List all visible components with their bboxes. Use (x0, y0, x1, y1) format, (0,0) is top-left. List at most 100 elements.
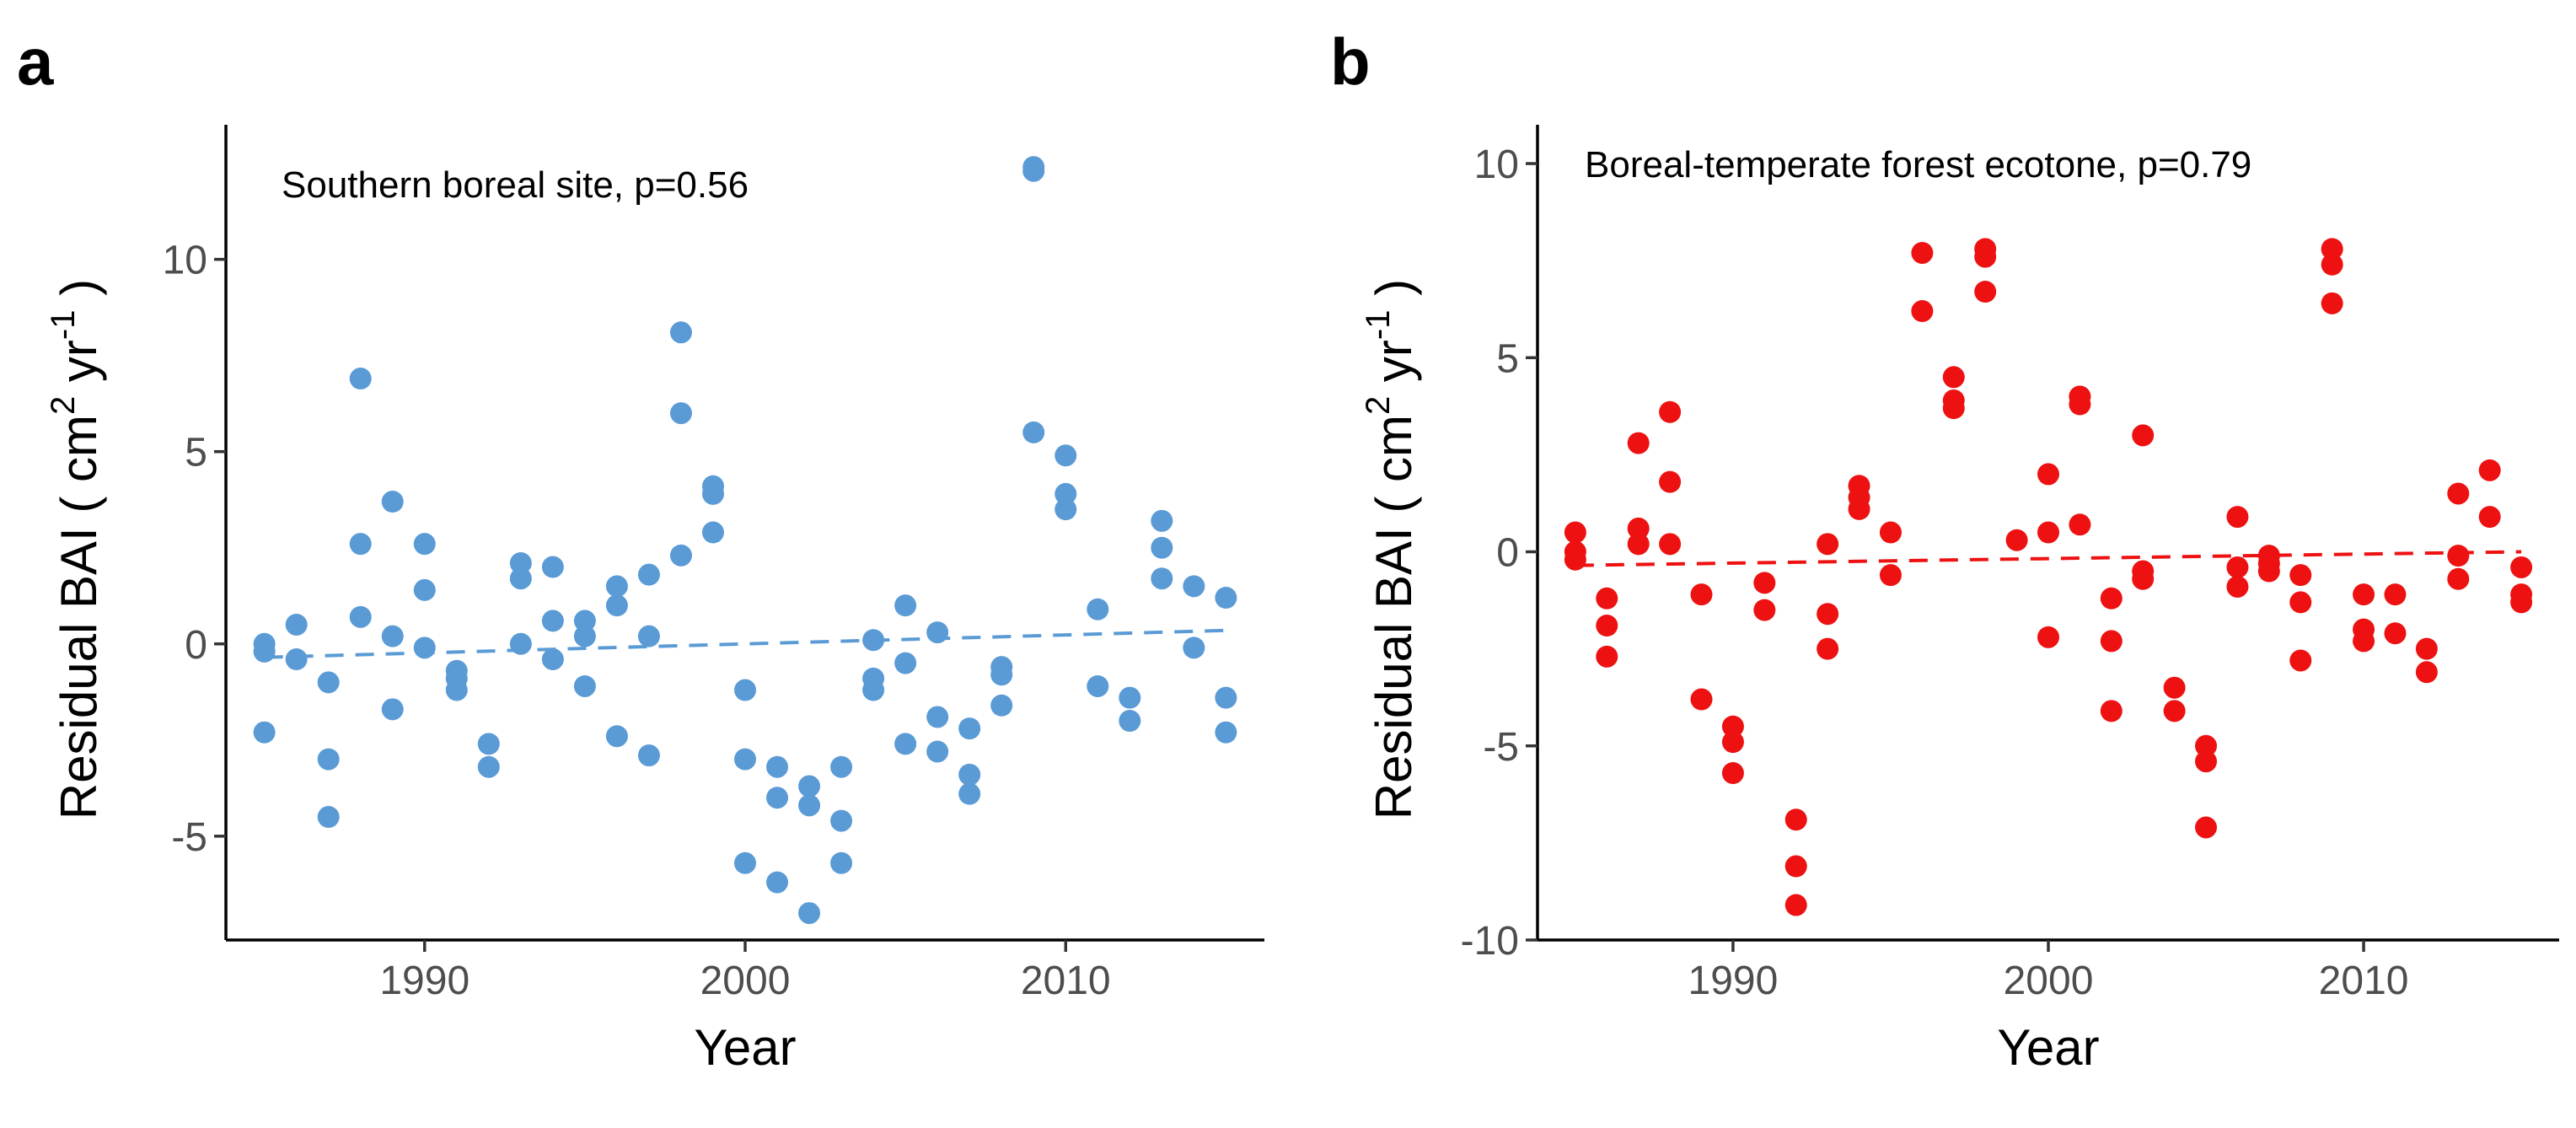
panel-b-annotation: Boreal-temperate forest ecotone, p=0.79 (1585, 144, 2251, 185)
panel-a-data-point (381, 625, 404, 647)
panel-a-data-point (958, 717, 981, 740)
panel-a-data-point (349, 533, 372, 556)
panel-a-data-point (509, 567, 532, 590)
panel-a-data-point (573, 674, 596, 697)
panel-a-data-point (701, 521, 724, 544)
panel-a-letter: a (17, 24, 54, 99)
panel-a-data-point (830, 809, 853, 832)
panel-a-data-point (317, 806, 340, 829)
panel-b-data-point (1942, 397, 1965, 420)
panel-a-data-point (734, 748, 756, 771)
panel-a-data-point (413, 533, 436, 556)
panel-b-data-point (1659, 400, 1682, 423)
panel-a-data-point (541, 556, 564, 578)
panel-b-y-tick-label: 10 (1474, 142, 1519, 187)
panel-b-data-point (2163, 676, 2186, 699)
ylabel-prefix: Residual BAI ( cm (51, 415, 107, 819)
panel-b-data-point (1721, 731, 1744, 754)
ylabel-sup-1: 2 (1360, 396, 1397, 415)
panel-b-data-point (2289, 564, 2312, 587)
panel-b-data-point (1659, 470, 1682, 493)
panel-a-trend-line (264, 628, 1226, 659)
panel-a-data-point (894, 652, 917, 674)
panel-b: b Boreal-temperate forest ecotone, p=0.7… (1330, 24, 2559, 1076)
panel-a-data-point (1119, 686, 1141, 709)
panel-a-data-point (958, 763, 981, 786)
panel-a-data-point (1022, 421, 1045, 443)
panel-a-data-point (1151, 536, 1173, 559)
panel-a-data-point (541, 648, 564, 671)
panel-b-data-point (1879, 521, 1902, 544)
panel-b-data-point (1564, 548, 1586, 571)
panel-b-data-point (2226, 556, 2249, 578)
panel-b-data-point (1721, 761, 1744, 784)
panel-a-data-point (1055, 498, 1077, 521)
ylabel-sup-2: -1 (1360, 310, 1397, 341)
ylabel-mid: yr (1366, 340, 1422, 396)
panel-a-data-point (926, 621, 949, 644)
panel-a-data-point (830, 851, 853, 874)
panel-a-data-point (605, 575, 628, 598)
panel-b-data-point (1848, 497, 1870, 520)
panel-a-data-point (1087, 598, 1109, 620)
panel-b-x-tick-label: 2010 (2319, 959, 2409, 1003)
panel-a-data-point (509, 551, 532, 574)
panel-a-data-point (381, 491, 404, 513)
ylabel-suffix: ) (51, 279, 107, 310)
panel-a-data-point (1215, 587, 1237, 610)
panel-a-data-point (798, 794, 821, 817)
panel-a-data-point (253, 721, 276, 744)
panel-b-trend-line (1575, 550, 2522, 567)
panel-a-data-point (1215, 686, 1237, 709)
panel-a-data-point (958, 782, 981, 805)
panel-b-x-axis-title: Year (1997, 1019, 2099, 1076)
panel-b-data-point (2415, 637, 2438, 660)
panel-b-y-tick-label: 5 (1496, 336, 1519, 381)
panel-b-letter: b (1330, 24, 1371, 99)
panel-a-data-point (349, 368, 372, 390)
panel-b-data-point (2478, 506, 2501, 529)
panel-b-data-point (1784, 855, 1807, 878)
panel-b-data-point (1911, 241, 1934, 264)
panel-a-data-point (926, 740, 949, 763)
panel-b-data-point (2226, 575, 2249, 598)
panel-a-data-point (573, 610, 596, 632)
panel-a-data-point (894, 594, 917, 617)
panel-a-x-axis-title: Year (694, 1019, 796, 1076)
panel-b-data-point (1564, 521, 1586, 544)
panel-a-data-point (830, 755, 853, 778)
panel-b-data-point (2195, 750, 2218, 773)
panel-b-data-point (2510, 556, 2533, 578)
panel-a-data-point (1055, 444, 1077, 467)
panel-a-data-point (1055, 482, 1077, 505)
panel-b-data-point (1817, 533, 1839, 556)
panel-b-data-point (2321, 253, 2343, 276)
panel-a-data-point (990, 663, 1013, 686)
panel-b-data-point (1627, 533, 1650, 556)
panel-a-y-tick-label: -5 (171, 815, 207, 860)
panel-b-data-point (1627, 517, 1650, 540)
ylabel-sup-2: -1 (45, 310, 82, 341)
ylabel-suffix: ) (1366, 279, 1422, 310)
panel-a-data-point (637, 563, 660, 586)
panel-b-data-point (1596, 587, 1618, 610)
panel-b-data-point (2100, 700, 2123, 722)
panel-b-data-point (1596, 615, 1618, 637)
panel-b-data-point (2353, 630, 2375, 653)
panel-b-data-point (2447, 482, 2470, 505)
panel-a-data-point (445, 679, 468, 701)
panel-a-data-point (669, 321, 692, 344)
panel-b-data-point (1817, 637, 1839, 660)
panel-a-data-point (637, 625, 660, 647)
panel-b-y-tick-label: -5 (1483, 725, 1519, 770)
panel-b-data-point (1627, 432, 1650, 454)
ylabel-prefix: Residual BAI ( cm (1366, 415, 1422, 819)
panel-a-data-point (1022, 159, 1045, 182)
panel-b-data-point (1817, 603, 1839, 626)
panel-a-data-point (894, 733, 917, 755)
panel-a-x-tick-label: 1990 (379, 959, 470, 1003)
panel-a-x-tick-label: 2000 (700, 959, 791, 1003)
panel-a-data-point (798, 902, 821, 925)
panel-a-annotation: Southern boreal site, p=0.56 (282, 164, 749, 206)
panel-b-data-point (2321, 292, 2343, 314)
